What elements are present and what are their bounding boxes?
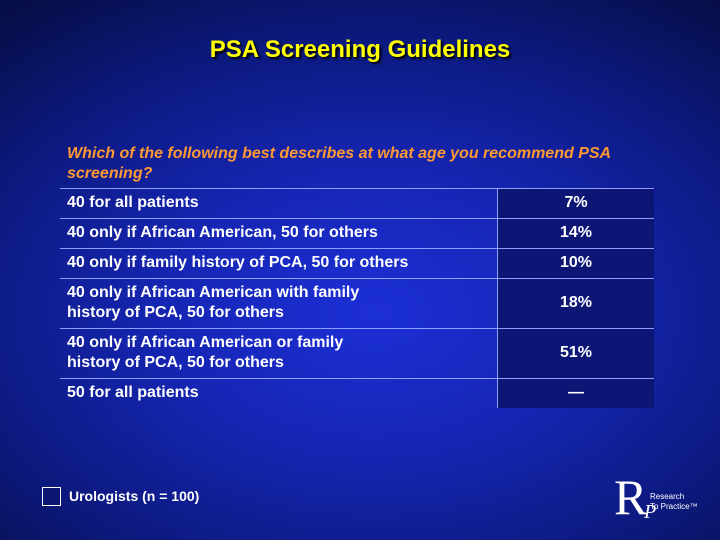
answer-option-line: 40 only if African American with family <box>67 284 360 301</box>
table-row: 40 only if African American with family h… <box>60 278 654 329</box>
logo-text: Research To Practice™ <box>650 492 698 512</box>
results-table-body: 40 for all patients 7% 40 only if African … <box>60 188 654 408</box>
results-table: 40 for all patients 7% 40 only if African … <box>60 188 654 408</box>
logo-letter-p: P <box>644 501 657 523</box>
answer-option: 40 only if African American with family h… <box>60 278 498 329</box>
table-row: 40 only if family history of PCA, 50 for… <box>60 248 654 279</box>
answer-option-line: 40 only if African American or family <box>67 334 344 351</box>
answer-percentage: — <box>497 378 654 408</box>
logo-letter-r: R <box>614 469 648 525</box>
logo-text-line2: To Practice™ <box>650 502 698 511</box>
table-row: 40 only if African American or family his… <box>60 328 654 379</box>
answer-option-line: 50 for all patients <box>67 384 199 401</box>
answer-option-line: history of PCA, 50 for others <box>67 304 284 321</box>
answer-option: 40 only if family history of PCA, 50 for… <box>60 248 498 279</box>
answer-option-line: 40 only if African American, 50 for othe… <box>67 224 378 241</box>
answer-percentage: 10% <box>497 248 654 279</box>
answer-option: 50 for all patients <box>60 378 498 408</box>
slide-title: PSA Screening Guidelines <box>209 36 511 63</box>
table-row: 40 only if African American, 50 for othe… <box>60 218 654 249</box>
research-to-practice-logo: R P Research To Practice™ <box>612 472 712 528</box>
legend-label: Urologists (n = 100) <box>69 488 200 504</box>
survey-question: Which of the following best describes at… <box>67 145 611 182</box>
answer-option-line: 40 for all patients <box>67 194 199 211</box>
answer-percentage: 14% <box>497 218 654 249</box>
table-row: 40 for all patients 7% <box>60 188 654 219</box>
answer-option: 40 only if African American, 50 for othe… <box>60 218 498 249</box>
answer-percentage: 7% <box>497 188 654 219</box>
logo-text-line1: Research <box>650 492 685 501</box>
legend-swatch <box>42 486 61 506</box>
answer-option-line: 40 only if family history of PCA, 50 for… <box>67 254 409 271</box>
answer-percentage: 18% <box>497 278 654 329</box>
legend: Urologists (n = 100) <box>42 485 199 507</box>
answer-percentage: 51% <box>497 328 654 379</box>
answer-option: 40 for all patients <box>60 188 498 219</box>
answer-option-line: history of PCA, 50 for others <box>67 354 284 371</box>
answer-option: 40 only if African American or family his… <box>60 328 498 379</box>
table-row: 50 for all patients — <box>60 378 654 408</box>
